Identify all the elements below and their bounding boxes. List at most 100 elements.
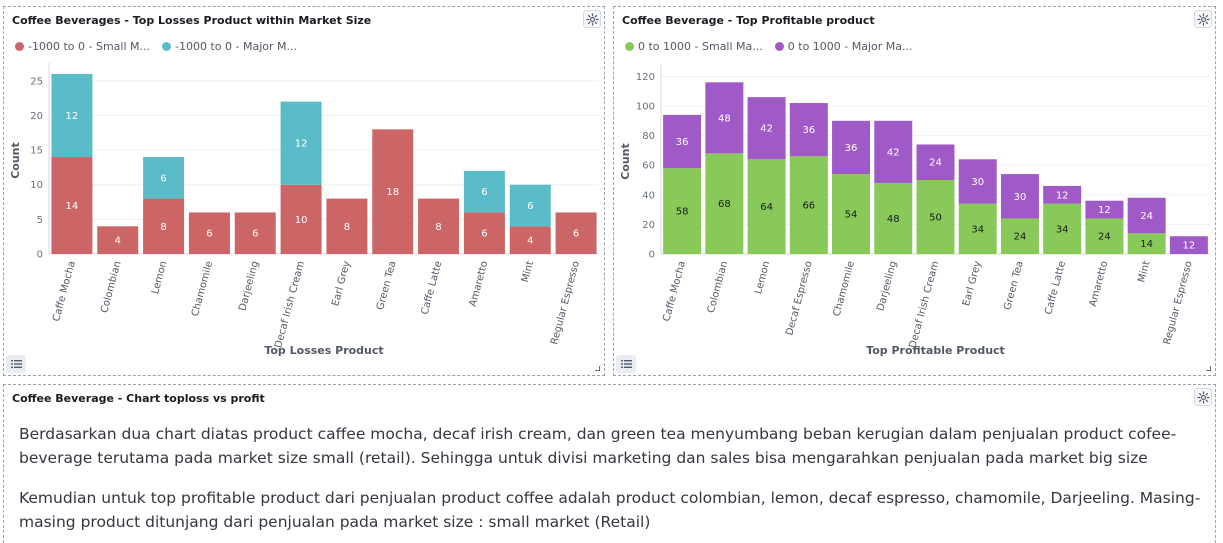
x-tick-label: Decaf Irish Cream bbox=[908, 260, 942, 349]
y-tick-label: 10 bbox=[30, 180, 43, 191]
bar-segment[interactable] bbox=[143, 157, 185, 199]
bar-value-label: 10 bbox=[295, 215, 308, 226]
bar-value-label: 4 bbox=[115, 236, 121, 247]
bar-segment[interactable] bbox=[663, 168, 702, 254]
x-tick-label: Darjeeling bbox=[875, 260, 899, 312]
x-tick-label: Earl Grey bbox=[330, 260, 353, 308]
bar-segment[interactable] bbox=[326, 198, 368, 254]
bar-value-label: 6 bbox=[573, 229, 579, 240]
bar-value-label: 36 bbox=[802, 125, 815, 136]
bar-segment[interactable] bbox=[509, 184, 551, 227]
bar-segment[interactable] bbox=[418, 198, 460, 254]
x-tick-label: Regular Espresso bbox=[1162, 260, 1195, 346]
bar-value-label: 8 bbox=[160, 222, 166, 233]
bar-segment[interactable] bbox=[1043, 203, 1082, 254]
legend-swatch bbox=[625, 42, 634, 51]
y-tick-label: 60 bbox=[642, 161, 655, 172]
y-tick-label: 20 bbox=[642, 220, 655, 231]
bar-segment[interactable] bbox=[234, 212, 276, 254]
losses-panel: Coffee Beverages - Top Losses Product wi… bbox=[3, 6, 605, 376]
bar-segment[interactable] bbox=[1085, 200, 1124, 219]
bar-segment[interactable] bbox=[705, 153, 744, 254]
bar-value-label: 58 bbox=[676, 207, 689, 218]
bar-value-label: 12 bbox=[1183, 241, 1196, 252]
bar-segment[interactable] bbox=[832, 174, 871, 254]
bar-segment[interactable] bbox=[789, 103, 828, 157]
bar-segment[interactable] bbox=[97, 226, 139, 254]
y-axis-title: Count bbox=[9, 142, 22, 179]
profit-legend: 0 to 1000 - Small Ma... 0 to 1000 - Majo… bbox=[625, 40, 913, 53]
legend-item-small-market[interactable]: 0 to 1000 - Small Ma... bbox=[625, 40, 763, 53]
bar-segment[interactable] bbox=[463, 170, 505, 213]
losses-legend: -1000 to 0 - Small M... -1000 to 0 - Maj… bbox=[15, 40, 297, 53]
bar-segment[interactable] bbox=[1000, 218, 1039, 254]
bar-segment[interactable] bbox=[789, 156, 828, 254]
bar-segment[interactable] bbox=[663, 114, 702, 169]
bar-segment[interactable] bbox=[280, 101, 322, 185]
profit-panel-title: Coffee Beverage - Top Profitable product bbox=[622, 14, 875, 27]
bar-segment[interactable] bbox=[916, 144, 955, 180]
bar-value-label: 6 bbox=[206, 229, 212, 240]
bar-value-label: 34 bbox=[1056, 224, 1069, 235]
x-tick-label: Mint bbox=[1136, 260, 1152, 284]
legend-item-major-market[interactable]: -1000 to 0 - Major M... bbox=[162, 40, 297, 53]
x-tick-label: Decaf Espresso bbox=[784, 260, 814, 337]
bar-value-label: 42 bbox=[887, 147, 900, 158]
x-tick-label: Chamomile bbox=[832, 260, 857, 318]
y-tick-label: 25 bbox=[30, 76, 43, 87]
bar-segment[interactable] bbox=[874, 120, 913, 183]
gear-icon[interactable] bbox=[1194, 388, 1212, 406]
bar-segment[interactable] bbox=[1169, 236, 1208, 254]
bar-value-label: 34 bbox=[971, 224, 984, 235]
profit-bar-chart: 0 20 40 60 80 100 120 58 36 Caffe Mocha 68 48 Colomb… bbox=[619, 65, 1210, 357]
bar-segment[interactable] bbox=[51, 73, 93, 158]
x-tick-label: Mint bbox=[520, 260, 536, 284]
bar-segment[interactable] bbox=[1043, 185, 1082, 204]
gear-icon[interactable] bbox=[1194, 10, 1212, 28]
bar-segment[interactable] bbox=[1085, 218, 1124, 254]
bar-segment[interactable] bbox=[372, 129, 414, 254]
list-icon[interactable] bbox=[6, 355, 26, 373]
bar-segment[interactable] bbox=[188, 212, 230, 254]
markdown-text: Berdasarkan dua chart diatas product caf… bbox=[19, 422, 1204, 543]
bar-segment[interactable] bbox=[916, 180, 955, 254]
list-icon[interactable] bbox=[616, 355, 636, 373]
x-axis-title: Top Losses Product bbox=[264, 344, 383, 357]
x-tick-label: Darjeeling bbox=[237, 260, 261, 312]
legend-item-small-market[interactable]: -1000 to 0 - Small M... bbox=[15, 40, 150, 53]
gear-icon[interactable] bbox=[583, 10, 601, 28]
bar-segment[interactable] bbox=[51, 157, 93, 254]
x-tick-label: Earl Grey bbox=[961, 260, 984, 308]
bar-segment[interactable] bbox=[1000, 174, 1039, 219]
bar-segment[interactable] bbox=[874, 182, 913, 254]
legend-label: -1000 to 0 - Small M... bbox=[28, 40, 150, 53]
bar-segment[interactable] bbox=[509, 226, 551, 254]
bar-segment[interactable] bbox=[958, 159, 997, 204]
y-tick-label: 0 bbox=[37, 250, 43, 261]
bar-segment[interactable] bbox=[143, 198, 185, 254]
bar-segment[interactable] bbox=[463, 212, 505, 254]
bar-segment[interactable] bbox=[958, 203, 997, 254]
bar-value-label: 36 bbox=[845, 143, 858, 154]
y-tick-label: 5 bbox=[37, 215, 43, 226]
bar-segment[interactable] bbox=[705, 82, 744, 154]
bar-value-label: 42 bbox=[760, 124, 773, 135]
bar-value-label: 12 bbox=[1098, 205, 1111, 216]
resize-handle-icon[interactable] bbox=[595, 366, 600, 371]
bar-value-label: 36 bbox=[676, 137, 689, 148]
resize-handle-icon[interactable] bbox=[1206, 366, 1211, 371]
bar-segment[interactable] bbox=[747, 97, 786, 160]
x-tick-label: Amaretto bbox=[468, 260, 491, 308]
bar-segment[interactable] bbox=[280, 184, 322, 254]
bar-segment[interactable] bbox=[555, 212, 597, 254]
legend-item-major-market[interactable]: 0 to 1000 - Major Ma... bbox=[774, 40, 913, 53]
bar-value-label: 18 bbox=[386, 187, 399, 198]
bar-segment[interactable] bbox=[747, 159, 786, 254]
bar-segment[interactable] bbox=[1127, 233, 1166, 254]
x-tick-label: Chamomile bbox=[190, 260, 215, 318]
bar-segment[interactable] bbox=[832, 120, 871, 175]
bar-segment[interactable] bbox=[1127, 197, 1166, 234]
y-tick-label: 100 bbox=[636, 102, 655, 113]
profit-panel: Coffee Beverage - Top Profitable product… bbox=[613, 6, 1216, 376]
x-tick-label: Amaretto bbox=[1088, 260, 1111, 308]
